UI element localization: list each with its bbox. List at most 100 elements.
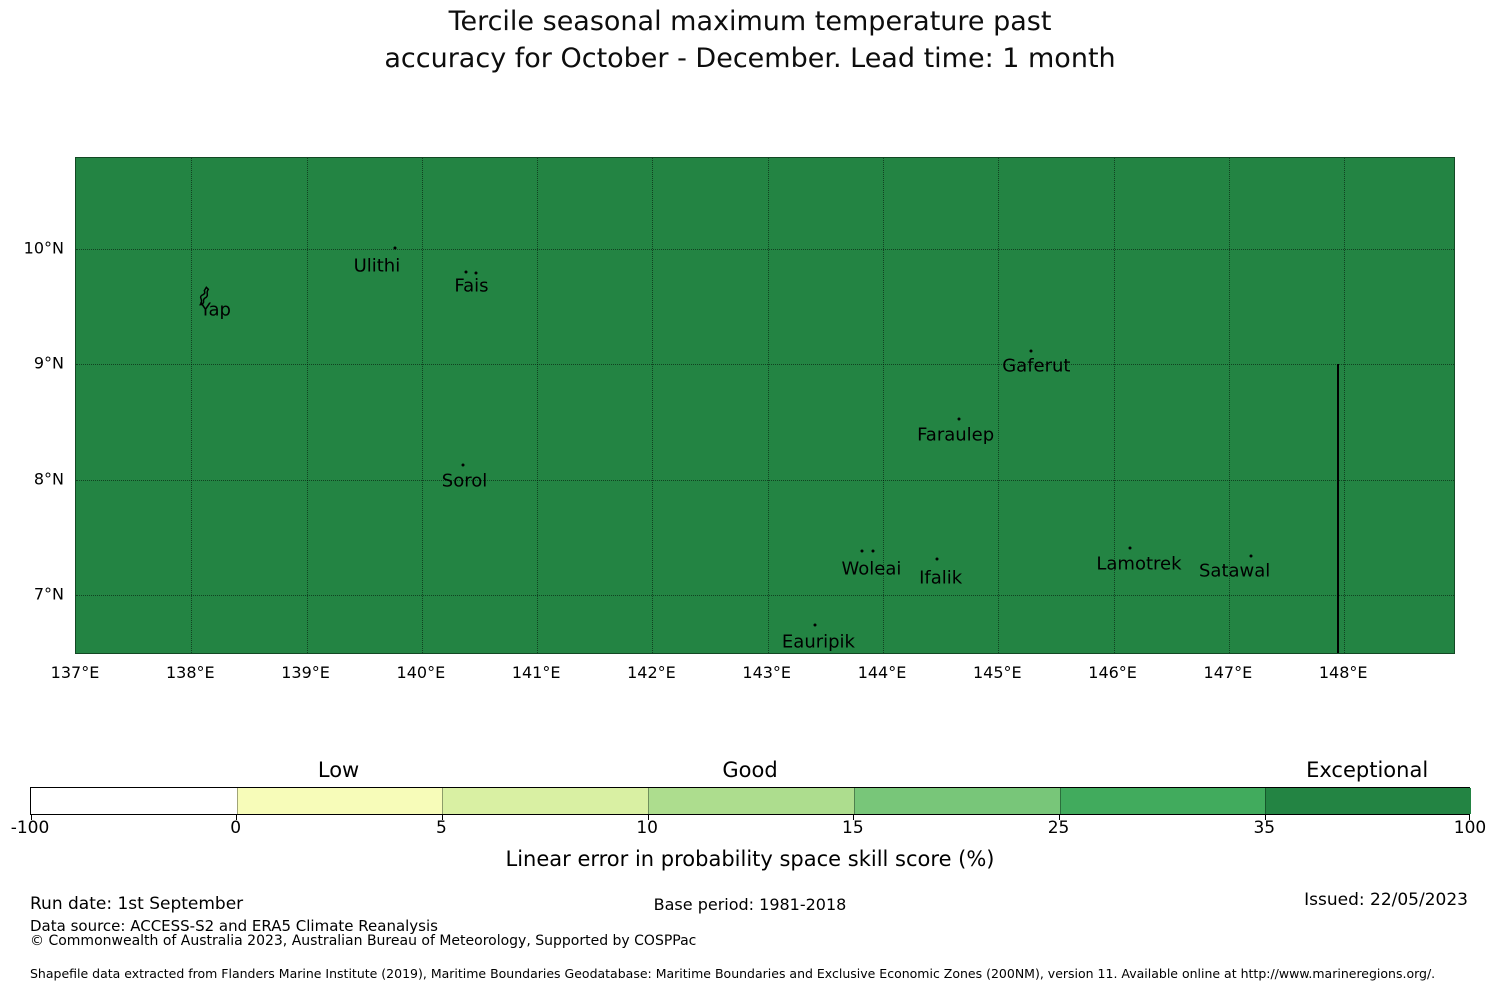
gridline-v: [1113, 158, 1115, 653]
colorbar-tick: [31, 815, 32, 820]
colorbar-tick: [441, 815, 443, 820]
gridline-v: [421, 158, 423, 653]
colorbar-segment: [442, 788, 649, 814]
colorbar-tick-label: 15: [842, 818, 864, 838]
colorbar-segment: [853, 788, 1060, 814]
island-label: Sorol: [441, 470, 488, 492]
island-marker-dot: [1029, 349, 1033, 353]
island-marker-dot: [464, 270, 468, 274]
island-marker-dot: [957, 417, 961, 421]
island-outline-icon: [198, 286, 210, 306]
island-label: Fais: [454, 275, 489, 297]
footer-base-period: Base period: 1981-2018: [653, 895, 847, 914]
x-tick-label: 139°E: [281, 663, 330, 682]
x-tick-label: 140°E: [396, 663, 446, 682]
island-marker-dot: [860, 549, 864, 553]
colorbar-tick: [1264, 815, 1266, 820]
colorbar-tick: [236, 815, 238, 820]
colorbar-tick-label: 0: [230, 818, 242, 838]
island-label: Yap: [199, 299, 231, 321]
island-marker-dot: [871, 549, 875, 553]
gridline-h: [76, 479, 1454, 481]
colorbar-segment: [648, 788, 854, 814]
island-marker-dot: [935, 557, 939, 561]
gridline-h: [76, 364, 1454, 366]
colorbar-segment-divider: [853, 788, 855, 814]
colorbar-segment: [1265, 788, 1471, 814]
colorbar-category-label: Good: [722, 758, 778, 782]
colorbar-category-label: Exceptional: [1306, 758, 1429, 782]
y-tick-label: 10°N: [23, 238, 64, 258]
colorbar-segment: [1059, 788, 1266, 814]
colorbar: [30, 787, 1471, 820]
island-marker-dot: [1249, 554, 1253, 558]
gridline-v: [191, 158, 193, 653]
colorbar-segment: [236, 788, 443, 814]
x-tick-label: 144°E: [857, 663, 907, 682]
island-marker-dot: [1128, 546, 1132, 550]
footer-copyright: © Commonwealth of Australia 2023, Austra…: [30, 933, 697, 949]
colorbar-tick-label: 10: [636, 818, 658, 838]
gridline-h: [76, 595, 1454, 597]
footer-run-date: Run date: 1st September: [30, 894, 244, 914]
page-title-line1: Tercile seasonal maximum temperature pas…: [448, 6, 1052, 37]
island-label: Ifalik: [919, 567, 963, 589]
island-shape-yap: [195, 286, 211, 306]
island-label: Woleai: [841, 558, 902, 579]
island-label: Satawal: [1198, 560, 1271, 582]
map-plot: Yap Ulithi Fais Sorol Gaferut Faraulep Woleai I…: [75, 157, 1455, 654]
colorbar-tick: [853, 815, 855, 820]
gridline-v: [537, 158, 539, 653]
colorbar-segment-divider: [1059, 788, 1061, 814]
colorbar-segment: [31, 788, 237, 814]
eez-boundary-line: [1337, 364, 1340, 653]
y-tick-label: 9°N: [33, 353, 64, 373]
footer-shapefile-note: Shapefile data extracted from Flanders M…: [30, 966, 1436, 981]
island-marker-dot: [474, 271, 478, 275]
island-label: Eauripik: [781, 631, 855, 653]
colorbar-tick-label: 35: [1253, 818, 1276, 838]
colorbar-tick: [1469, 815, 1470, 820]
gridline-v: [306, 158, 308, 653]
x-tick-label: 138°E: [165, 663, 215, 682]
gridline-v: [767, 158, 769, 653]
x-tick-label: 147°E: [1203, 663, 1253, 682]
island-label: Ulithi: [353, 255, 401, 277]
gridline-h: [76, 249, 1454, 251]
footer-data-source: Data source: ACCESS-S2 and ERA5 Climate …: [30, 917, 438, 935]
island-label: Faraulep: [917, 424, 995, 446]
colorbar-tick-label: 5: [436, 818, 447, 838]
colorbar-segment-divider: [442, 788, 444, 814]
x-tick-label: 142°E: [627, 663, 676, 682]
colorbar-category-label: Low: [317, 758, 360, 782]
island-marker-dot: [393, 246, 397, 250]
colorbar-segment-divider: [1265, 788, 1267, 814]
y-tick-label: 8°N: [33, 469, 64, 489]
island-marker-dot: [461, 463, 465, 467]
island-label: Lamotrek: [1096, 553, 1182, 575]
y-tick-label: 7°N: [33, 584, 64, 604]
gridline-v: [998, 158, 1000, 653]
x-tick-label: 148°E: [1318, 663, 1368, 682]
gridline-v: [883, 158, 885, 653]
gridline-v: [652, 158, 654, 653]
x-tick-label: 145°E: [972, 663, 1022, 682]
colorbar-tick: [647, 815, 649, 820]
island-marker-dot: [813, 623, 817, 627]
colorbar-segment-divider: [648, 788, 650, 814]
colorbar-tick-label: 25: [1047, 818, 1070, 838]
footer-issued-date: Issued: 22/05/2023: [1304, 890, 1468, 910]
colorbar-axis-label: Linear error in probability space skill …: [505, 847, 995, 871]
x-tick-label: 137°E: [50, 663, 100, 682]
page-title-line2: accuracy for October - December. Lead ti…: [384, 43, 1116, 74]
island-label: Gaferut: [1002, 355, 1071, 377]
colorbar-segment-divider: [236, 788, 238, 814]
gridline-v: [1344, 158, 1346, 653]
x-tick-label: 146°E: [1088, 663, 1137, 682]
x-tick-label: 143°E: [742, 663, 792, 682]
x-tick-label: 141°E: [511, 663, 561, 682]
colorbar-tick: [1059, 815, 1061, 820]
colorbar-tick-label: -100: [10, 818, 50, 838]
colorbar-tick-label: 100: [1453, 818, 1487, 838]
gridline-v: [1228, 158, 1230, 653]
